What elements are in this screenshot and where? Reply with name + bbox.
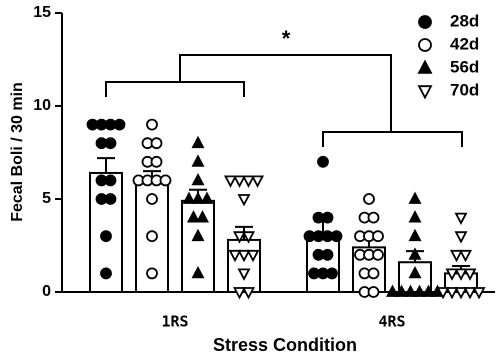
point [463, 268, 477, 281]
point [200, 191, 214, 204]
point [367, 286, 380, 298]
point [104, 193, 117, 205]
point [367, 267, 380, 280]
point [242, 287, 255, 300]
legend-label: 42d [450, 34, 479, 53]
point [191, 154, 205, 167]
point [459, 249, 472, 263]
point [237, 194, 251, 207]
point [408, 247, 422, 260]
y-tick-label: 15 [33, 4, 51, 21]
point [196, 210, 209, 223]
point [146, 267, 158, 280]
point [100, 267, 112, 280]
point [317, 155, 329, 168]
y-axis-label: Fecal Boli / 30 min [9, 82, 26, 222]
point [408, 265, 422, 279]
point [408, 210, 422, 223]
legend-label: 70d [450, 80, 479, 99]
significance-bracket [105, 54, 463, 147]
point [233, 175, 246, 188]
point [150, 155, 163, 168]
point [330, 230, 343, 243]
point [321, 211, 334, 224]
point [408, 191, 422, 204]
point [445, 268, 459, 281]
point [233, 231, 246, 244]
point [445, 287, 459, 300]
point [454, 287, 468, 300]
point [237, 249, 251, 263]
bar [181, 199, 215, 293]
bar [227, 238, 261, 293]
legend-marker [418, 15, 432, 29]
point [450, 249, 463, 263]
legend-marker [417, 59, 433, 74]
y-tick-label: 10 [33, 97, 51, 114]
point [187, 210, 200, 223]
point [436, 287, 450, 300]
point [191, 191, 205, 204]
point [228, 249, 242, 263]
legend-marker [417, 85, 433, 100]
point [246, 249, 260, 263]
point [413, 284, 426, 297]
x-tick-label: 1RS [161, 313, 188, 331]
point [372, 248, 384, 261]
point [146, 118, 158, 131]
point [454, 231, 468, 244]
point [191, 265, 205, 279]
point [386, 284, 399, 297]
point [113, 118, 126, 131]
point [454, 212, 468, 226]
point [408, 228, 422, 242]
point [463, 287, 477, 300]
point [146, 193, 158, 205]
x-axis-label: Stress Condition [213, 335, 357, 355]
point [367, 211, 380, 224]
legend-label: 56d [450, 57, 479, 76]
legend-marker [418, 38, 432, 52]
point [104, 174, 117, 187]
point [242, 175, 255, 188]
point [395, 284, 408, 297]
point [242, 231, 255, 244]
point [191, 135, 205, 149]
error-bar [97, 157, 115, 173]
point [237, 268, 251, 281]
point [422, 284, 435, 297]
point [372, 230, 384, 243]
point [454, 268, 468, 281]
point [224, 175, 237, 188]
point [404, 284, 417, 297]
point [159, 174, 172, 187]
point [146, 230, 158, 243]
point [233, 287, 246, 300]
point [251, 175, 264, 188]
point [472, 287, 486, 300]
point [150, 137, 163, 150]
point [100, 230, 112, 243]
point [321, 248, 334, 261]
significance-label: * [282, 26, 291, 51]
x-tick-label: 4RS [378, 313, 405, 331]
legend-label: 28d [450, 11, 479, 30]
y-tick-label: 0 [42, 283, 51, 300]
bar [306, 233, 340, 293]
y-tick-label: 5 [42, 190, 51, 207]
point [191, 228, 205, 242]
point [182, 191, 196, 204]
point [191, 172, 205, 186]
point [104, 137, 117, 150]
point [363, 193, 375, 205]
point [326, 267, 338, 280]
